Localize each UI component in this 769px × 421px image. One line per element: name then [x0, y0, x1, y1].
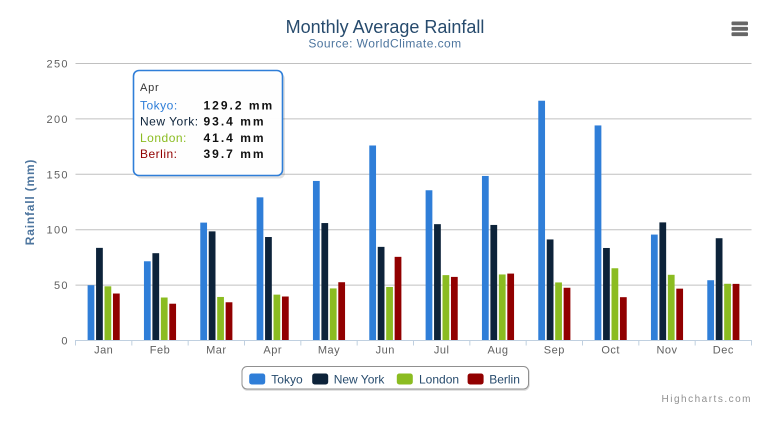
- svg-text:Tokyo:: Tokyo:: [140, 98, 178, 112]
- svg-text:200: 200: [47, 114, 69, 126]
- svg-text:41.4 mm: 41.4 mm: [204, 131, 266, 145]
- svg-text:129.2 mm: 129.2 mm: [204, 98, 275, 112]
- svg-text:Mar: Mar: [206, 345, 226, 357]
- svg-text:Jan: Jan: [94, 345, 113, 357]
- svg-text:Berlin:: Berlin:: [140, 147, 178, 161]
- svg-text:Jun: Jun: [376, 345, 395, 357]
- svg-text:New York:: New York:: [140, 115, 199, 129]
- svg-text:100: 100: [47, 225, 69, 237]
- svg-text:Sep: Sep: [544, 345, 565, 357]
- svg-text:Rainfall (mm): Rainfall (mm): [23, 159, 37, 245]
- svg-text:Apr: Apr: [140, 82, 160, 94]
- svg-text:250: 250: [47, 59, 69, 71]
- svg-text:150: 150: [47, 169, 69, 181]
- svg-text:May: May: [318, 345, 340, 357]
- svg-text:0: 0: [61, 336, 68, 348]
- svg-text:Berlin: Berlin: [489, 373, 520, 387]
- svg-text:Nov: Nov: [656, 345, 677, 357]
- svg-text:London: London: [419, 373, 459, 387]
- svg-text:50: 50: [54, 280, 69, 292]
- svg-text:Highcharts.com: Highcharts.com: [662, 394, 752, 405]
- svg-text:Oct: Oct: [601, 345, 620, 357]
- svg-text:Apr: Apr: [263, 345, 282, 357]
- svg-text:Monthly Average Rainfall: Monthly Average Rainfall: [286, 17, 485, 37]
- svg-text:Source: WorldClimate.com: Source: WorldClimate.com: [308, 37, 461, 51]
- svg-text:London:: London:: [140, 131, 187, 145]
- svg-text:Aug: Aug: [487, 345, 508, 357]
- svg-text:93.4 mm: 93.4 mm: [204, 115, 266, 129]
- svg-text:39.7 mm: 39.7 mm: [204, 147, 266, 161]
- svg-text:Dec: Dec: [713, 345, 734, 357]
- svg-text:Tokyo: Tokyo: [271, 373, 303, 387]
- svg-text:Feb: Feb: [150, 345, 170, 357]
- svg-text:Jul: Jul: [434, 345, 450, 357]
- svg-text:New York: New York: [334, 373, 386, 387]
